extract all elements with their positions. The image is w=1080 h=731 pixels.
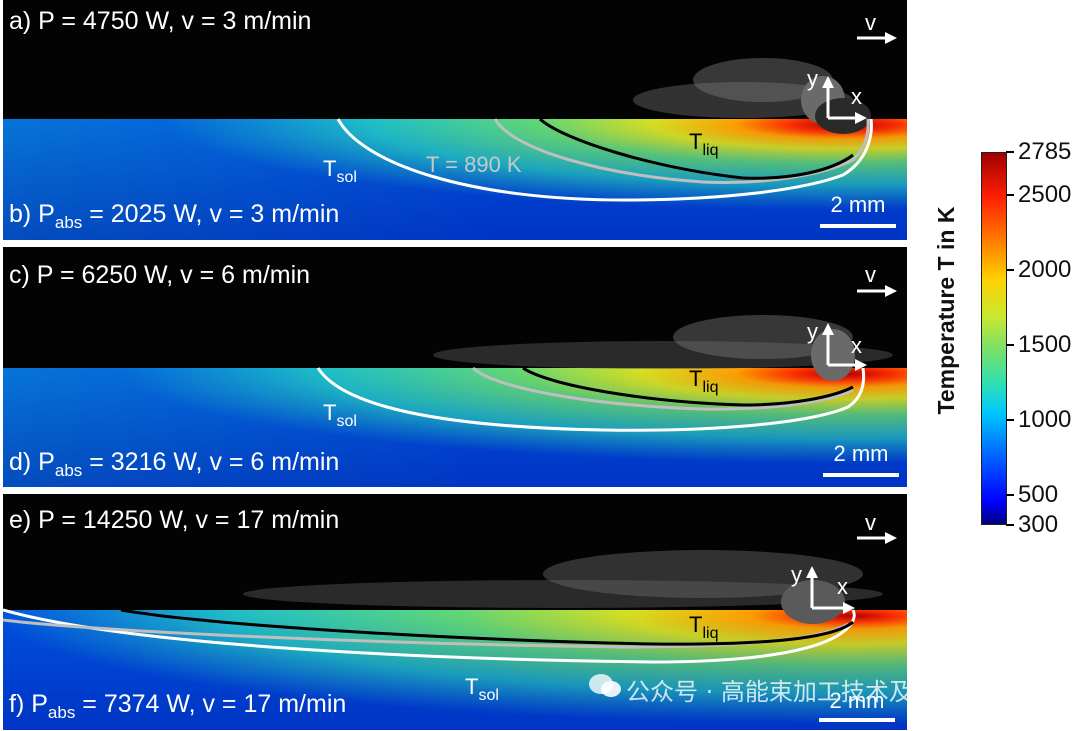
scale-bar <box>819 718 895 722</box>
x-axis-label: x <box>837 574 848 599</box>
colorbar-tick-label: 300 <box>1018 511 1059 538</box>
colorbar-tick-label: 2785 <box>1018 138 1072 165</box>
colorbar-tick-label: 1500 <box>1018 330 1072 358</box>
y-axis-label: y <box>807 66 818 91</box>
iso-890-label: T = 890 K <box>426 152 522 177</box>
colorbar-tick-label: 2000 <box>1018 255 1072 283</box>
panel-f-label: f) Pabs = 7374 W, v = 17 m/min <box>9 690 347 722</box>
colorbar-tick <box>1006 493 1014 496</box>
colorbar-tick <box>1006 524 1014 526</box>
tliq-label: Tliq <box>689 366 719 396</box>
tsol-label: Tsol <box>465 674 499 704</box>
colorbar-tick-label: 500 <box>1018 480 1059 508</box>
panel-c-label: c) P = 6250 W, v = 6 m/min <box>9 261 311 289</box>
velocity-label: v <box>865 510 876 535</box>
scale-label: 2 mm <box>833 441 889 466</box>
colorbar-title: Temperature T in K <box>933 206 959 415</box>
scale-label: 2 mm <box>830 192 886 217</box>
scale-bar <box>820 224 896 228</box>
velocity-label: v <box>865 262 876 287</box>
panel-ef-image <box>3 494 907 730</box>
panel-cd-image <box>3 247 907 487</box>
coordinate-axes-icon <box>806 566 855 614</box>
colorbar-tick <box>1006 151 1014 153</box>
y-axis-label: y <box>807 319 818 344</box>
tsol-label: Tsol <box>323 400 357 430</box>
velocity-arrow-icon <box>857 532 897 544</box>
scale-bar <box>823 473 899 477</box>
colorbar-tick-label: 1000 <box>1018 405 1072 433</box>
temperature-colorbar <box>981 152 1007 525</box>
coordinate-axes-icon <box>822 323 867 371</box>
x-axis-label: x <box>851 333 862 358</box>
colorbar-tick-label: 2500 <box>1018 180 1072 208</box>
colorbar-tick <box>1006 343 1014 346</box>
panel-ab-image <box>3 0 907 240</box>
tsol-label: Tsol <box>323 156 357 186</box>
panel-d-label: d) Pabs = 3216 W, v = 6 m/min <box>9 448 340 480</box>
tliq-label: Tliq <box>689 612 719 642</box>
scale-label: 2 mm <box>829 688 885 713</box>
tliq-label: Tliq <box>689 129 719 159</box>
panel-cd: c) P = 6250 W, v = 6 m/min d) Pabs = 321… <box>3 247 907 487</box>
watermark-text: 公众号 · 高能束加工技术及应用 <box>626 678 961 706</box>
velocity-arrow-icon <box>857 285 897 297</box>
colorbar-tick <box>1006 268 1014 271</box>
y-axis-label: y <box>791 562 802 587</box>
colorbar-tick <box>1006 193 1014 196</box>
panel-a-label: a) P = 4750 W, v = 3 m/min <box>9 7 312 35</box>
panel-ef: e) P = 14250 W, v = 17 m/min f) Pabs = 7… <box>3 494 907 730</box>
panel-e-label: e) P = 14250 W, v = 17 m/min <box>9 506 340 534</box>
velocity-arrow-icon <box>857 32 897 44</box>
panel-b-label: b) Pabs = 2025 W, v = 3 m/min <box>9 200 340 232</box>
x-axis-label: x <box>851 84 862 109</box>
velocity-label: v <box>865 10 876 35</box>
coordinate-axes-icon <box>822 76 867 124</box>
colorbar-tick <box>1006 418 1014 421</box>
panel-ab: a) P = 4750 W, v = 3 m/min b) Pabs = 202… <box>3 0 907 240</box>
wechat-icon <box>589 674 621 697</box>
